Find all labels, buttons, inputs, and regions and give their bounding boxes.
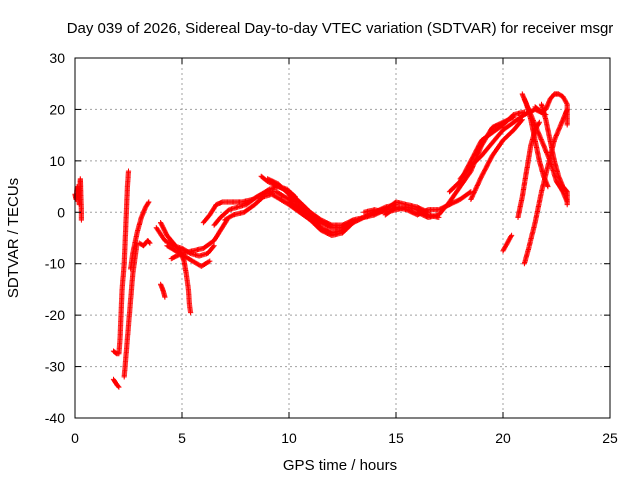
data-point [536,120,542,126]
data-point [470,192,476,198]
data-point [564,100,570,106]
data-point [564,202,570,208]
data-point [476,142,482,148]
data-point [472,188,478,194]
y-tick-labels: -40 -30 -20 -10 0 10 20 30 [45,50,65,426]
x-tick-label: 10 [281,430,297,446]
y-tick-label: 20 [49,101,65,117]
x-tick-label: 15 [388,430,404,446]
y-tick-label: -10 [45,256,65,272]
data-point [125,168,132,174]
data-point [470,153,476,159]
y-axis-title: SDTVAR / TECUs [5,178,22,298]
y-tick-label: -40 [45,410,65,426]
data-point [477,176,484,182]
data-points [72,91,570,390]
data-point [479,173,485,179]
data-point [210,244,216,250]
data-point [469,156,475,162]
chart-title: Day 039 of 2026, Sidereal Day-to-day VTE… [67,20,614,37]
data-point [188,310,194,316]
data-point [488,155,494,161]
data-point [518,118,525,124]
x-tick-labels: 0 5 10 15 20 25 [71,430,618,446]
data-point [467,159,473,165]
x-tick-label: 25 [602,430,618,446]
data-point [486,160,492,166]
data-point [477,141,483,147]
y-tick-label: -20 [45,307,65,323]
data-point [483,165,489,171]
data-point [484,163,490,169]
data-point [78,217,84,223]
y-tick-label: 10 [49,153,65,169]
data-point [519,117,525,123]
x-tick-label: 0 [71,430,79,446]
data-point [485,161,491,167]
data-point [487,157,493,163]
data-point [206,259,212,265]
data-point [473,186,479,192]
data-point [545,184,551,190]
data-point [482,168,488,174]
data-point [468,157,475,163]
data-point [484,162,491,168]
data-point [162,294,168,300]
data-point [564,122,570,128]
data-point [474,146,480,152]
data-point [480,171,486,177]
data-point [470,154,476,160]
data-point [146,199,152,205]
data-point [477,140,483,146]
data-point [471,151,478,157]
data-point [486,158,492,164]
x-axis-title: GPS time / hours [283,457,397,474]
data-point [473,149,479,155]
data-point [482,166,488,172]
data-point [508,233,514,240]
plot-frame [74,57,611,419]
axis-ticks [74,57,611,419]
data-point [116,384,122,390]
data-point [481,169,487,175]
data-point [468,195,474,201]
data-point [145,200,151,206]
data-point [509,232,515,238]
y-tick-label: 30 [49,50,65,66]
x-tick-label: 5 [178,430,186,446]
data-point [211,243,217,249]
data-point [480,170,486,176]
data-point [474,145,480,151]
x-tick-label: 20 [495,430,511,446]
data-point [146,239,152,245]
data-point [115,383,121,389]
y-tick-label: -30 [45,359,65,375]
data-point [536,119,542,125]
data-point [474,182,480,189]
data-point [207,258,213,264]
data-point [476,143,482,149]
data-point [468,158,474,164]
data-point [472,150,478,156]
data-point [476,179,482,185]
data-point [147,240,153,246]
y-tick-label: 0 [57,204,65,220]
data-point [501,246,507,252]
